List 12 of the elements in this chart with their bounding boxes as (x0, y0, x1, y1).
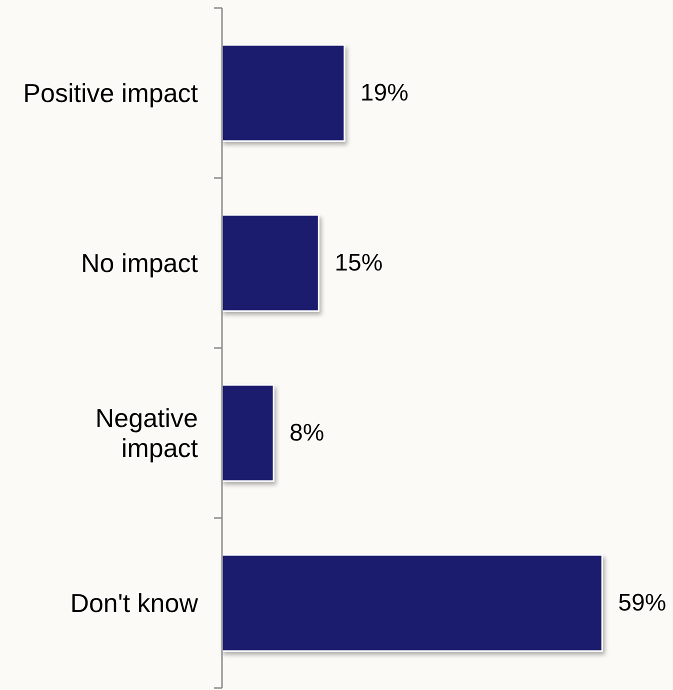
bar (221, 384, 274, 482)
data-label: 15% (334, 250, 383, 276)
bar (221, 214, 320, 312)
data-label: 8% (290, 420, 324, 446)
y-tick-label: Positive impact (23, 78, 199, 108)
y-tick-label: No impact (80, 248, 199, 278)
data-label: 19% (360, 80, 408, 106)
y-tick-label: Negative impact (95, 403, 199, 463)
data-label: 59% (618, 590, 666, 616)
bar (221, 44, 346, 142)
y-tick-label: Don't know (70, 588, 198, 618)
bar (221, 554, 603, 652)
